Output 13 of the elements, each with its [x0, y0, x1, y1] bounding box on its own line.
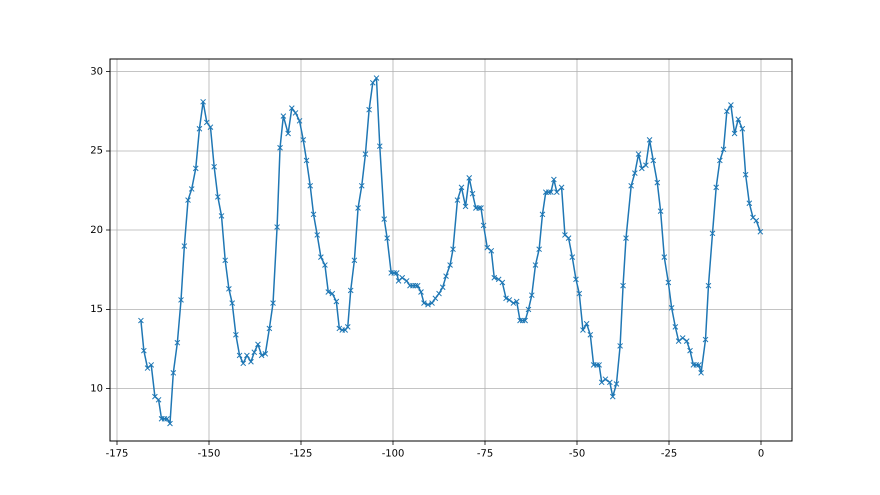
x-tick-label: -100 [382, 448, 404, 460]
y-tick-label: 20 [90, 224, 103, 236]
x-tick-label: -175 [106, 448, 128, 460]
y-tick-label: 30 [90, 66, 103, 78]
x-tick-label: -75 [476, 448, 494, 460]
x-tick-label: -50 [568, 448, 586, 460]
y-tick-label: 10 [90, 383, 103, 394]
x-tick-label: -125 [290, 448, 312, 460]
x-tick-label: -25 [660, 448, 678, 460]
y-tick-label: 25 [90, 146, 103, 157]
x-tick-label: 0 [758, 448, 764, 460]
y-tick-label: 15 [90, 304, 103, 316]
x-tick-label: -150 [198, 448, 220, 460]
